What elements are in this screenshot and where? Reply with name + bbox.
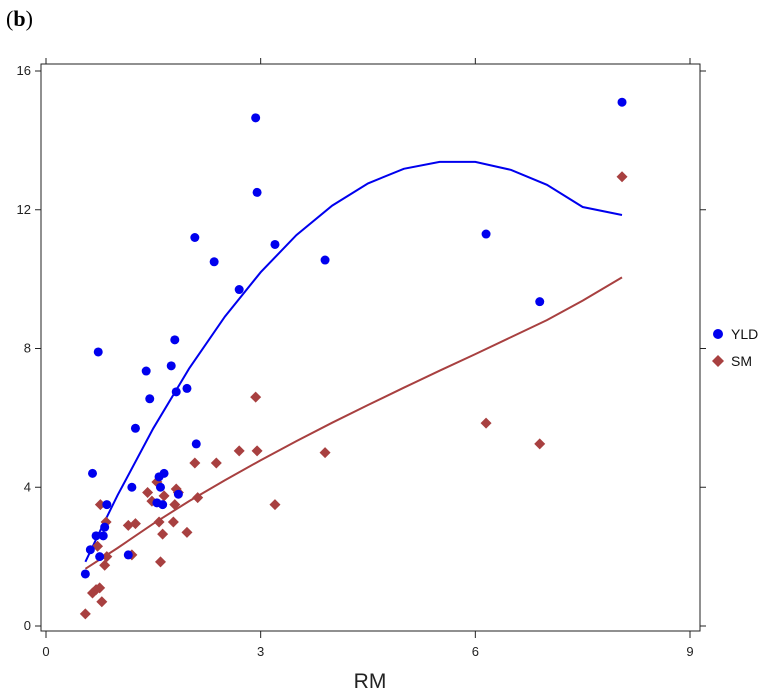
x-axis-title: RM — [354, 670, 387, 693]
point-sm — [153, 516, 165, 528]
y-tick-label: 4 — [24, 479, 31, 494]
plot-frame — [40, 63, 701, 632]
point-sm — [269, 499, 281, 511]
point-sm — [157, 528, 169, 540]
point-sm — [158, 490, 170, 502]
data-points — [79, 97, 628, 620]
point-yld — [159, 468, 169, 478]
legend: YLD SM — [712, 326, 758, 369]
point-sm — [192, 492, 204, 504]
point-sm — [210, 457, 222, 469]
point-sm — [154, 556, 166, 568]
point-sm — [101, 551, 113, 563]
point-yld — [123, 550, 133, 560]
x-tick-label: 0 — [42, 644, 49, 659]
point-sm — [250, 391, 262, 403]
point-yld — [182, 383, 192, 393]
point-yld — [535, 297, 545, 307]
point-yld — [93, 347, 103, 357]
point-sm — [480, 417, 492, 429]
point-yld — [141, 366, 151, 376]
axis-ticks: 0 3 6 9 0 4 8 12 16 — [17, 58, 706, 659]
point-yld — [98, 531, 108, 541]
point-yld — [91, 531, 101, 541]
point-yld — [166, 361, 176, 371]
point-yld — [127, 482, 137, 492]
point-yld — [234, 285, 244, 295]
point-sm — [142, 486, 154, 498]
point-sm — [79, 608, 91, 620]
legend-label-sm: SM — [731, 353, 752, 369]
point-sm — [167, 516, 179, 528]
point-yld — [251, 113, 261, 123]
point-yld — [88, 468, 98, 478]
y-tick-label: 12 — [17, 202, 31, 217]
point-yld — [320, 255, 330, 265]
x-tick-label: 6 — [472, 644, 479, 659]
point-yld — [100, 522, 110, 532]
point-yld — [155, 482, 165, 492]
point-yld — [102, 500, 112, 510]
fit-line-yld — [84, 160, 623, 563]
x-tick-label: 9 — [686, 644, 693, 659]
point-sm — [94, 582, 106, 594]
legend-marker-yld — [713, 329, 723, 339]
point-yld — [191, 439, 201, 449]
fit-line-sm — [84, 276, 623, 570]
point-sm — [251, 445, 263, 457]
point-yld — [252, 187, 262, 197]
point-sm — [169, 499, 181, 511]
point-sm — [129, 518, 141, 530]
point-yld — [85, 545, 95, 555]
point-yld — [171, 387, 181, 397]
point-yld — [130, 423, 140, 433]
legend-marker-sm — [712, 355, 724, 367]
point-sm — [181, 526, 193, 538]
point-sm — [233, 445, 245, 457]
point-yld — [145, 394, 155, 404]
point-sm — [99, 559, 111, 571]
point-yld — [617, 97, 627, 107]
x-tick-label: 3 — [257, 644, 264, 659]
point-sm — [96, 596, 108, 608]
point-sm — [616, 171, 628, 183]
y-tick-label: 16 — [17, 63, 31, 78]
point-sm — [189, 457, 201, 469]
panel-label: (b) — [6, 6, 33, 31]
y-tick-label: 8 — [24, 341, 31, 356]
point-sm — [94, 499, 106, 511]
point-yld — [173, 489, 183, 499]
point-yld — [80, 569, 90, 579]
point-yld — [95, 552, 105, 562]
point-yld — [190, 233, 200, 242]
point-yld — [170, 335, 180, 345]
point-sm — [319, 447, 331, 459]
point-sm — [534, 438, 546, 450]
fit-lines — [84, 160, 623, 570]
point-yld — [158, 500, 168, 510]
point-yld — [270, 239, 280, 249]
legend-label-yld: YLD — [731, 326, 758, 342]
point-yld — [481, 229, 491, 239]
point-yld — [209, 257, 219, 267]
y-tick-label: 0 — [24, 618, 31, 633]
